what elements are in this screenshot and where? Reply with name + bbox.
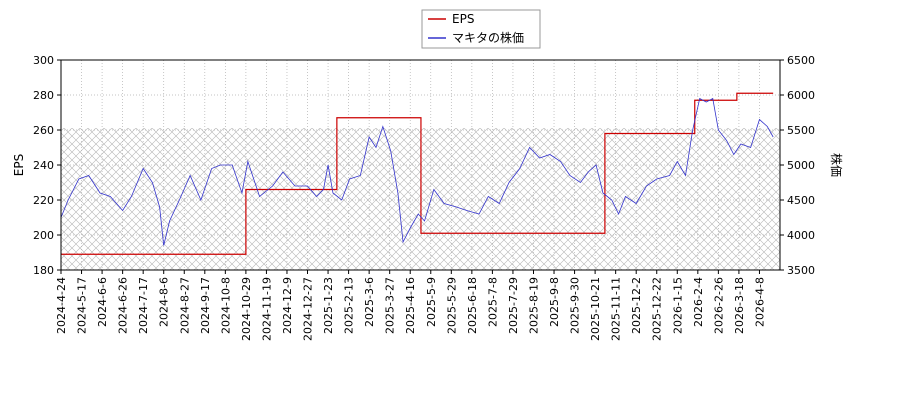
left-tick-label: 180 [33,264,54,277]
series-eps-line [61,92,774,255]
x-tick-label: 2025-3-6 [363,277,376,327]
x-tick-label: 2025-12-2 [630,277,643,334]
left-axis: 180 200 220 240 260 280 300 [33,54,61,277]
left-axis-title: EPS [12,154,26,176]
x-tick-label: 2025-1-23 [322,277,335,334]
x-axis: 2024-4-24 2024-5-17 2024-6-6 2024-6-26 2024-… [55,270,766,341]
x-tick-label: 2024-12-9 [281,277,294,334]
left-tick-label: 300 [33,54,54,67]
right-tick-label: 3500 [787,264,815,277]
x-tick-label: 2025-10-21 [589,277,602,341]
x-tick-label: 2025-9-30 [569,277,582,334]
x-tick-label: 2024-9-17 [199,277,212,334]
right-tick-label: 6500 [787,54,815,67]
left-tick-label: 240 [33,159,54,172]
x-tick-label: 2025-5-9 [425,277,438,327]
x-tick-label: 2025-2-13 [343,277,356,334]
x-tick-label: 2024-10-8 [219,277,232,334]
right-tick-label: 5000 [787,159,815,172]
x-tick-label: 2025-6-18 [466,277,479,334]
left-tick-label: 220 [33,194,54,207]
left-tick-label: 260 [33,124,54,137]
right-axis: 3500 4000 4500 5000 5500 6000 6500 [780,54,815,277]
x-tick-label: 2024-7-17 [137,277,150,334]
legend-label-stock-price: マキタの株価 [452,30,524,45]
x-tick-label: 2025-4-16 [404,277,417,334]
right-tick-label: 4000 [787,229,815,242]
x-tick-label: 2026-2-26 [712,277,725,334]
x-tick-label: 2025-7-8 [486,277,499,327]
x-tick-label: 2024-4-24 [55,277,68,334]
x-tick-label: 2025-11-11 [610,277,623,341]
left-tick-label: 280 [33,89,54,102]
x-tick-label: 2025-12-22 [651,277,664,341]
left-tick-label: 200 [33,229,54,242]
x-tick-label: 2026-4-8 [753,277,766,327]
x-tick-label: 2024-5-17 [76,277,89,334]
x-tick-label: 2024-10-29 [240,277,253,341]
legend-label-eps: EPS [452,12,474,26]
x-tick-label: 2025-7-29 [507,277,520,334]
x-tick-label: 2025-9-8 [548,277,561,327]
x-tick-label: 2026-3-18 [733,277,746,334]
x-tick-label: 2024-8-27 [178,277,191,334]
right-axis-title: 株価 [829,153,844,177]
x-tick-label: 2026-1-15 [671,277,684,334]
right-tick-label: 4500 [787,194,815,207]
right-tick-label: 6000 [787,89,815,102]
x-tick-label: 2024-12-27 [302,277,315,341]
series-layer [61,92,774,255]
x-tick-label: 2024-6-6 [96,277,109,327]
x-tick-label: 2024-6-26 [117,277,130,334]
legend-box [421,9,541,49]
x-tick-label: 2024-11-19 [260,277,273,341]
x-tick-label: 2025-3-27 [384,277,397,334]
x-tick-label: 2024-8-6 [158,277,171,327]
series-stock-price-line [61,97,774,246]
x-tick-label: 2025-8-19 [527,277,540,334]
x-tick-label: 2025-5-29 [445,277,458,334]
right-tick-label: 5500 [787,124,815,137]
x-tick-label: 2026-2-4 [692,277,705,327]
legend: EPS マキタの株価 [421,9,541,49]
